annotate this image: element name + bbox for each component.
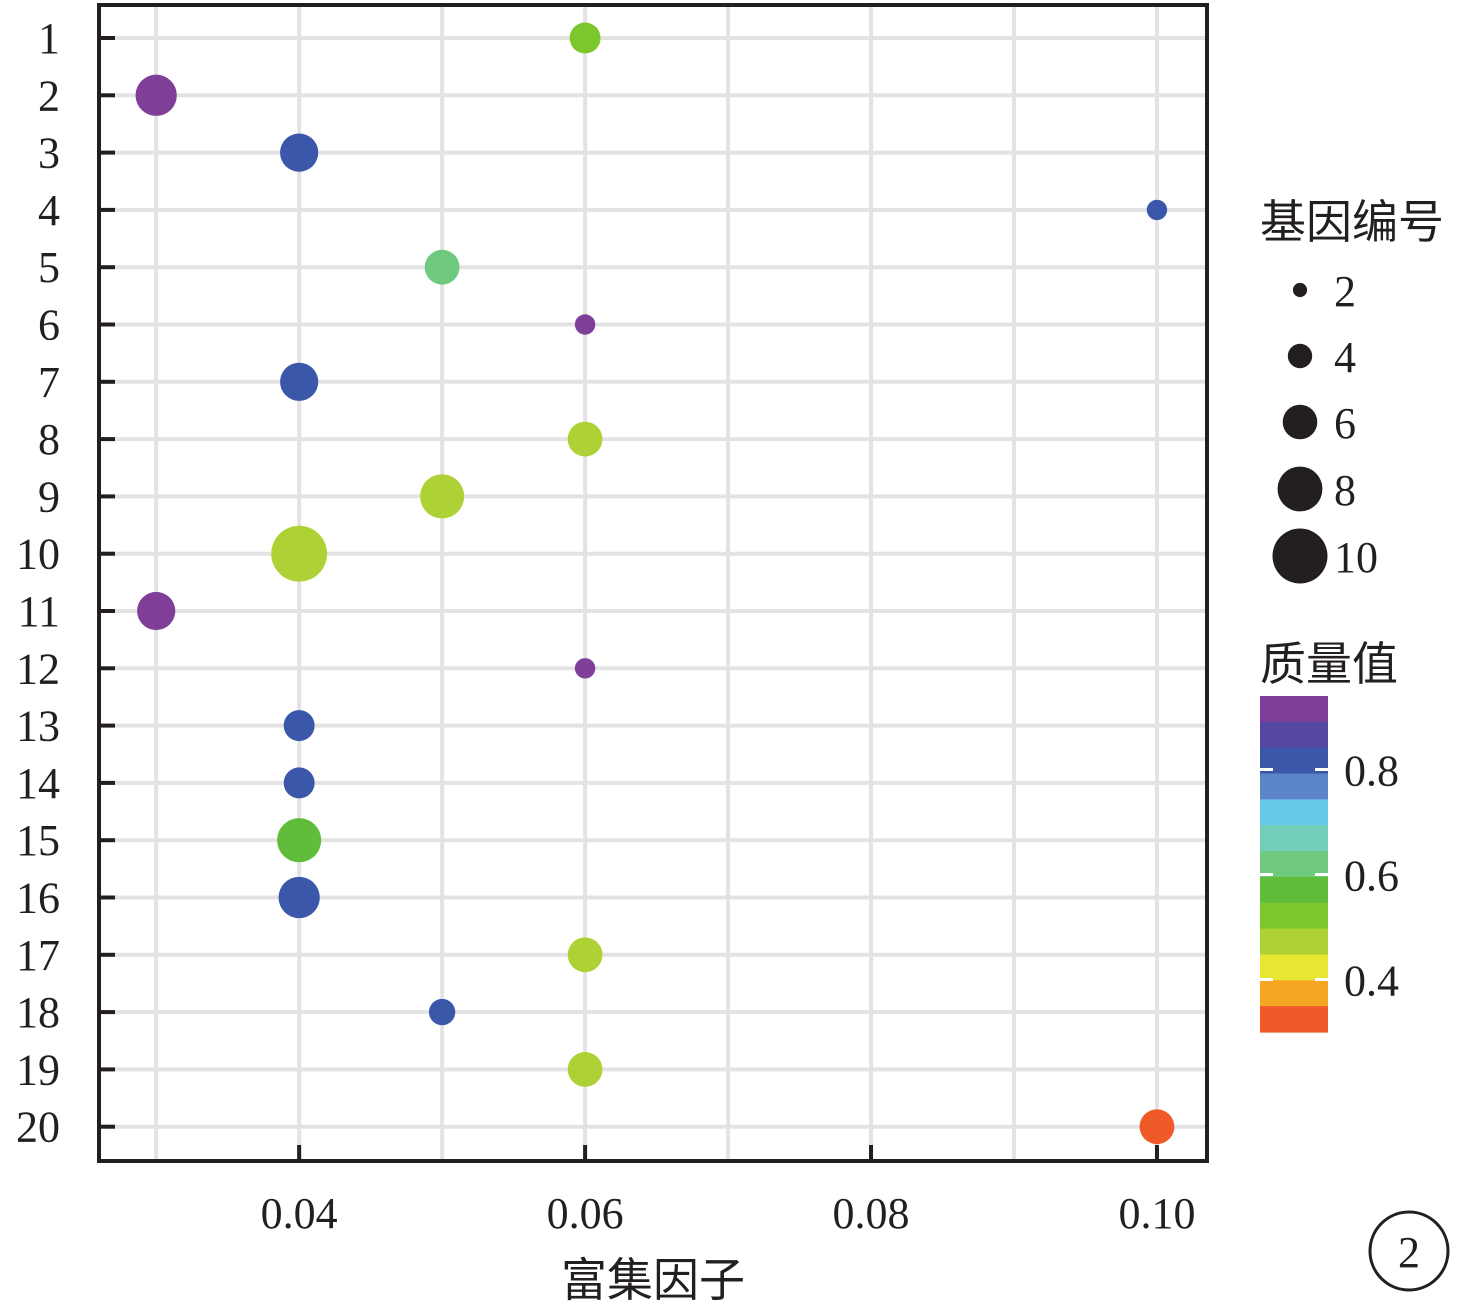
data-point — [277, 818, 322, 863]
size-legend-dot — [1282, 404, 1318, 440]
panel-badge-label: 2 — [1398, 1228, 1420, 1277]
data-point — [574, 658, 596, 679]
data-point — [271, 525, 328, 582]
y-tick-label: 20 — [16, 1103, 60, 1152]
y-tick-label: 6 — [38, 301, 60, 350]
data-point — [420, 474, 465, 519]
y-tick-label: 10 — [16, 530, 60, 579]
size-legend-label: 4 — [1334, 333, 1356, 382]
color-scale-segment — [1260, 928, 1328, 956]
data-point — [137, 591, 176, 631]
color-scale-label: 0.4 — [1344, 957, 1399, 1006]
y-tick-label: 14 — [16, 759, 60, 808]
size-legend: 基因编号 2 4 6 8 10 — [1260, 195, 1444, 584]
x-tick-label: 0.08 — [833, 1189, 910, 1238]
data-point — [283, 710, 315, 742]
y-tick-label: 3 — [38, 129, 60, 178]
y-tick-label: 1 — [38, 14, 60, 63]
y-tick-label: 8 — [38, 415, 60, 464]
y-tick-label: 5 — [38, 243, 60, 292]
plot-frame — [97, 3, 1209, 1163]
size-legend-dot — [1287, 343, 1313, 369]
x-tick-label: 0.10 — [1118, 1189, 1195, 1238]
data-point — [280, 133, 319, 172]
y-tick-label: 17 — [16, 931, 60, 980]
color-legend-title: 质量值 — [1260, 637, 1398, 691]
y-tick-label: 7 — [38, 358, 60, 407]
y-tick-label: 2 — [38, 71, 60, 120]
data-point — [280, 362, 319, 401]
data-point — [424, 249, 460, 285]
data-point — [567, 421, 603, 457]
size-legend-label: 6 — [1334, 399, 1356, 448]
color-scale-segment — [1260, 799, 1328, 826]
y-tick-label: 16 — [16, 874, 60, 923]
data-point — [1139, 1109, 1175, 1145]
color-scale-segment — [1260, 773, 1328, 800]
x-tick-label: 0.06 — [547, 1189, 624, 1238]
x-tick-label: 0.04 — [261, 1189, 338, 1238]
color-legend: 质量值 0.8 0.6 0.4 — [1260, 637, 1399, 1033]
y-tick-label: 11 — [18, 587, 60, 636]
color-scale-segment — [1260, 902, 1328, 930]
y-tick-label: 19 — [16, 1045, 60, 1094]
panel-badge: 2 — [1368, 1210, 1450, 1292]
data-point — [135, 74, 177, 116]
data-point — [567, 937, 603, 973]
color-scale-segment — [1260, 954, 1328, 981]
size-legend-label: 2 — [1334, 267, 1356, 316]
color-scale-segment — [1260, 721, 1328, 749]
color-scale-segment — [1260, 825, 1328, 852]
size-legend-title: 基因编号 — [1260, 195, 1444, 249]
y-tick-label: 13 — [16, 702, 60, 751]
y-tick-label: 18 — [16, 988, 60, 1037]
color-scale-segment — [1260, 876, 1328, 904]
color-scale-label: 0.8 — [1344, 747, 1399, 796]
panel-badge-circle — [1368, 1210, 1450, 1292]
data-point — [428, 998, 456, 1026]
y-tick-label: 12 — [16, 644, 60, 693]
size-legend-label: 10 — [1334, 533, 1378, 582]
data-point — [283, 767, 315, 799]
color-scale-segment — [1260, 696, 1328, 723]
x-axis-title: 富集因子 — [561, 1253, 745, 1307]
y-tick-label: 4 — [38, 186, 60, 235]
data-point — [569, 22, 601, 54]
data-point — [1146, 199, 1168, 221]
color-scale-label: 0.6 — [1344, 852, 1399, 901]
data-point — [574, 314, 596, 335]
size-legend-dot — [1277, 466, 1323, 512]
grid-lines — [99, 5, 1207, 1161]
data-points — [135, 22, 1175, 1145]
color-scale-segment — [1260, 1006, 1328, 1033]
color-scale-segment — [1260, 980, 1328, 1007]
x-axis: 0.04 0.06 0.08 0.10 — [261, 1145, 1195, 1238]
size-legend-dot — [1272, 528, 1328, 584]
size-legend-dot — [1292, 282, 1308, 298]
data-point — [567, 1052, 603, 1087]
data-point — [278, 876, 320, 919]
size-legend-label: 8 — [1334, 466, 1356, 515]
y-tick-label: 15 — [16, 816, 60, 865]
y-tick-label: 9 — [38, 472, 60, 521]
